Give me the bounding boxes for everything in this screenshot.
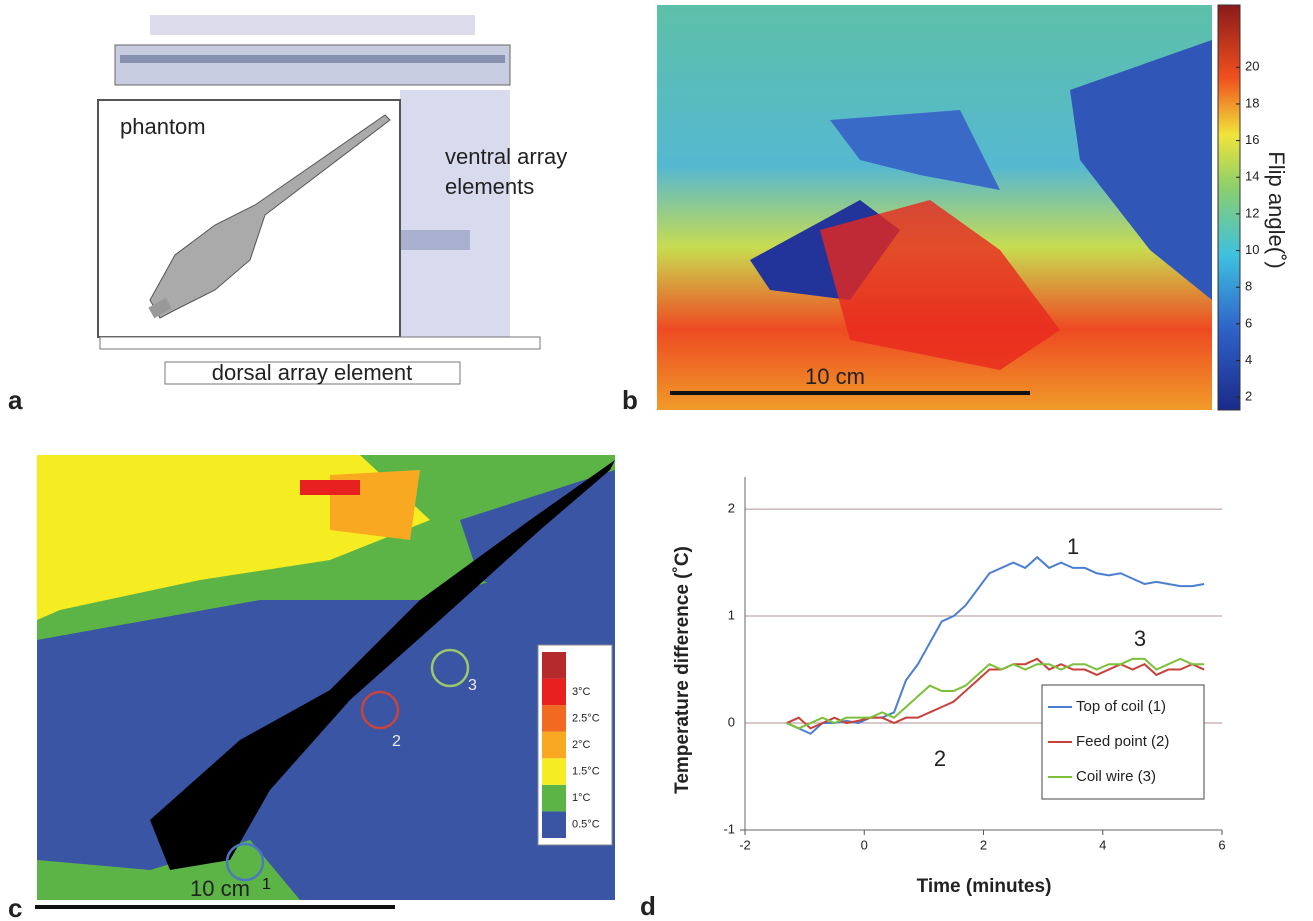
x-tick-label: 4: [1099, 837, 1106, 852]
legend-swatch: [542, 678, 566, 706]
label: elements: [445, 174, 534, 199]
colorbar-tick-label: 16: [1245, 132, 1259, 147]
legend-label: 2°C: [572, 739, 591, 751]
panel-d: d Time (minutes) Temperature difference …: [640, 546, 1051, 921]
legend-swatch: [542, 705, 566, 732]
x-tick-label: 6: [1218, 837, 1225, 852]
legend-swatch: [542, 731, 566, 759]
colorbar-tick-label: 6: [1245, 315, 1252, 330]
roi-circle: [225, 842, 265, 882]
x-tick-label: 0: [861, 837, 868, 852]
legend-swatch: [542, 784, 566, 812]
panel-label: c: [8, 893, 22, 921]
colorbar-tick-label: 4: [1245, 352, 1252, 367]
legend-label: Top of coil (1): [1076, 698, 1166, 715]
panel-label: b: [622, 385, 638, 415]
roi-label: 1: [262, 876, 271, 893]
panel-label: d: [640, 891, 656, 921]
roi-circle: [430, 648, 470, 688]
annotation: 2: [934, 746, 946, 771]
x-axis-label: Time (minutes): [917, 876, 1052, 897]
y-tick-label: 0: [728, 714, 735, 729]
colorbar-label: Flip angle(˚): [1264, 151, 1289, 268]
label: dorsal array element: [212, 360, 413, 385]
annotation: 3: [1134, 626, 1146, 651]
x-tick-label: -2: [739, 837, 751, 852]
panel-b: b Flip angle(˚) 10 cm: [622, 4, 1289, 415]
series-line: [786, 657, 1205, 730]
legend-swatch: [542, 758, 566, 785]
legend-label: 1°C: [572, 792, 591, 804]
colorbar-tick-label: 18: [1245, 95, 1259, 110]
roi-circle: [360, 690, 400, 730]
legend-label: 3°C: [572, 686, 591, 698]
legend-label: 1.5°C: [572, 765, 600, 777]
legend-label: Feed point (2): [1076, 733, 1169, 750]
series-line: [786, 657, 1205, 730]
x-tick-label: 2: [980, 837, 987, 852]
colorbar-tick-label: 10: [1245, 242, 1259, 257]
legend-label: 0.5°C: [572, 819, 600, 831]
colorbar-tick-label: 8: [1245, 279, 1252, 294]
colorbar-tick-label: 14: [1245, 169, 1259, 184]
colorbar: [1217, 4, 1241, 411]
panel-a: phantom ventral array elements dorsal ar…: [8, 15, 567, 415]
colorbar-tick-label: 2: [1245, 389, 1252, 404]
label: ventral array: [445, 144, 567, 169]
y-tick-label: 1: [728, 607, 735, 622]
panel-label: a: [8, 385, 23, 415]
y-tick-label: -1: [723, 821, 735, 836]
scale-label: 10 cm: [805, 364, 865, 389]
colorbar-tick-label: 12: [1245, 205, 1259, 220]
legend-swatch: [542, 652, 566, 679]
colorbar-tick-label: 20: [1245, 59, 1259, 74]
y-axis-label: Temperature difference (˚C): [672, 546, 693, 794]
label: phantom: [120, 114, 206, 139]
legend-swatch: [542, 811, 566, 838]
panel-c: c 10 cm: [8, 455, 615, 921]
legend-label: Coil wire (3): [1076, 768, 1156, 785]
y-tick-label: 2: [728, 501, 735, 516]
roi-label: 2: [392, 733, 401, 750]
roi-label: 3: [468, 677, 477, 694]
series-line: [786, 555, 1205, 735]
annotation: 1: [1067, 534, 1079, 559]
legend-label: 2.5°C: [572, 712, 600, 724]
